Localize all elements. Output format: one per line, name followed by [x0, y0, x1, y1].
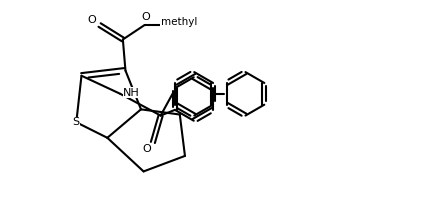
Text: NH: NH [123, 88, 140, 98]
Text: methyl: methyl [161, 17, 197, 28]
Text: O: O [87, 15, 96, 25]
Text: O: O [141, 12, 150, 22]
Text: S: S [73, 117, 80, 127]
Text: O: O [142, 144, 151, 154]
